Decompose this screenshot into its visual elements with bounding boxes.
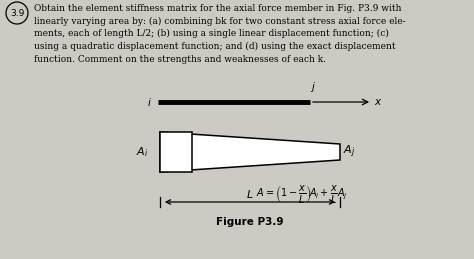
Polygon shape [160,132,340,172]
Text: Obtain the element stiffness matrix for the axial force member in Fig. P3.9 with: Obtain the element stiffness matrix for … [34,4,406,63]
Text: $A_i$: $A_i$ [136,145,148,159]
Text: $j$: $j$ [310,80,316,94]
Text: $A_j$: $A_j$ [343,144,356,160]
Text: $x$: $x$ [374,97,383,107]
Text: $L$: $L$ [246,188,254,200]
Polygon shape [160,132,192,172]
Text: Figure P3.9: Figure P3.9 [216,217,284,227]
Text: $i$: $i$ [147,96,152,108]
Text: 3.9: 3.9 [10,9,24,18]
Text: $A = \left(1 - \dfrac{x}{L}\right)\!A_i + \dfrac{x}{L}A_j$: $A = \left(1 - \dfrac{x}{L}\right)\!A_i … [256,183,348,205]
